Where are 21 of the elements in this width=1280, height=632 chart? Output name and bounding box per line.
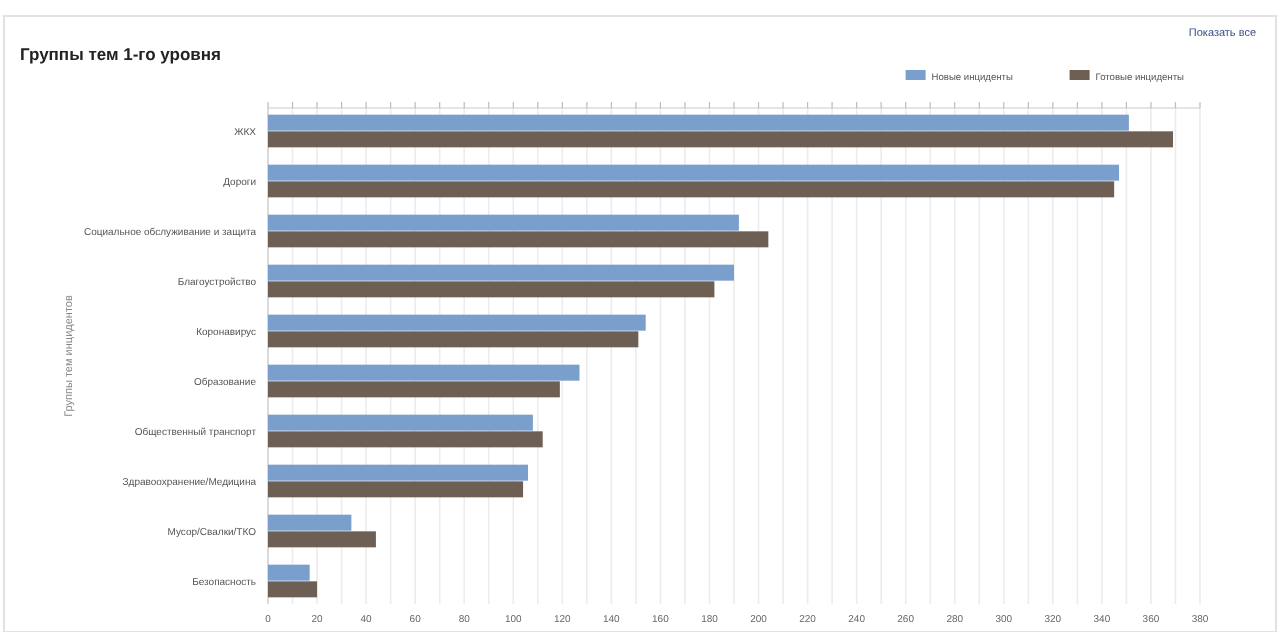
- bar: [268, 414, 533, 431]
- text: Группы тем 1-го уровня: [20, 44, 222, 64]
- bar: [268, 531, 376, 548]
- bar: [268, 131, 1174, 148]
- bar: [268, 231, 769, 248]
- bar: [268, 314, 646, 331]
- bar: [268, 431, 543, 448]
- bar: [268, 214, 739, 231]
- bar: [268, 164, 1120, 181]
- bar: [268, 514, 352, 531]
- bar: [268, 264, 734, 281]
- bar: [268, 181, 1115, 198]
- bar: [268, 464, 528, 481]
- bar: [268, 331, 639, 348]
- bar: [268, 481, 524, 498]
- bar: [268, 564, 310, 581]
- bar: [268, 281, 715, 298]
- bar: [268, 381, 560, 398]
- bar: [268, 364, 580, 381]
- bar: [268, 581, 318, 598]
- bar: [268, 114, 1129, 131]
